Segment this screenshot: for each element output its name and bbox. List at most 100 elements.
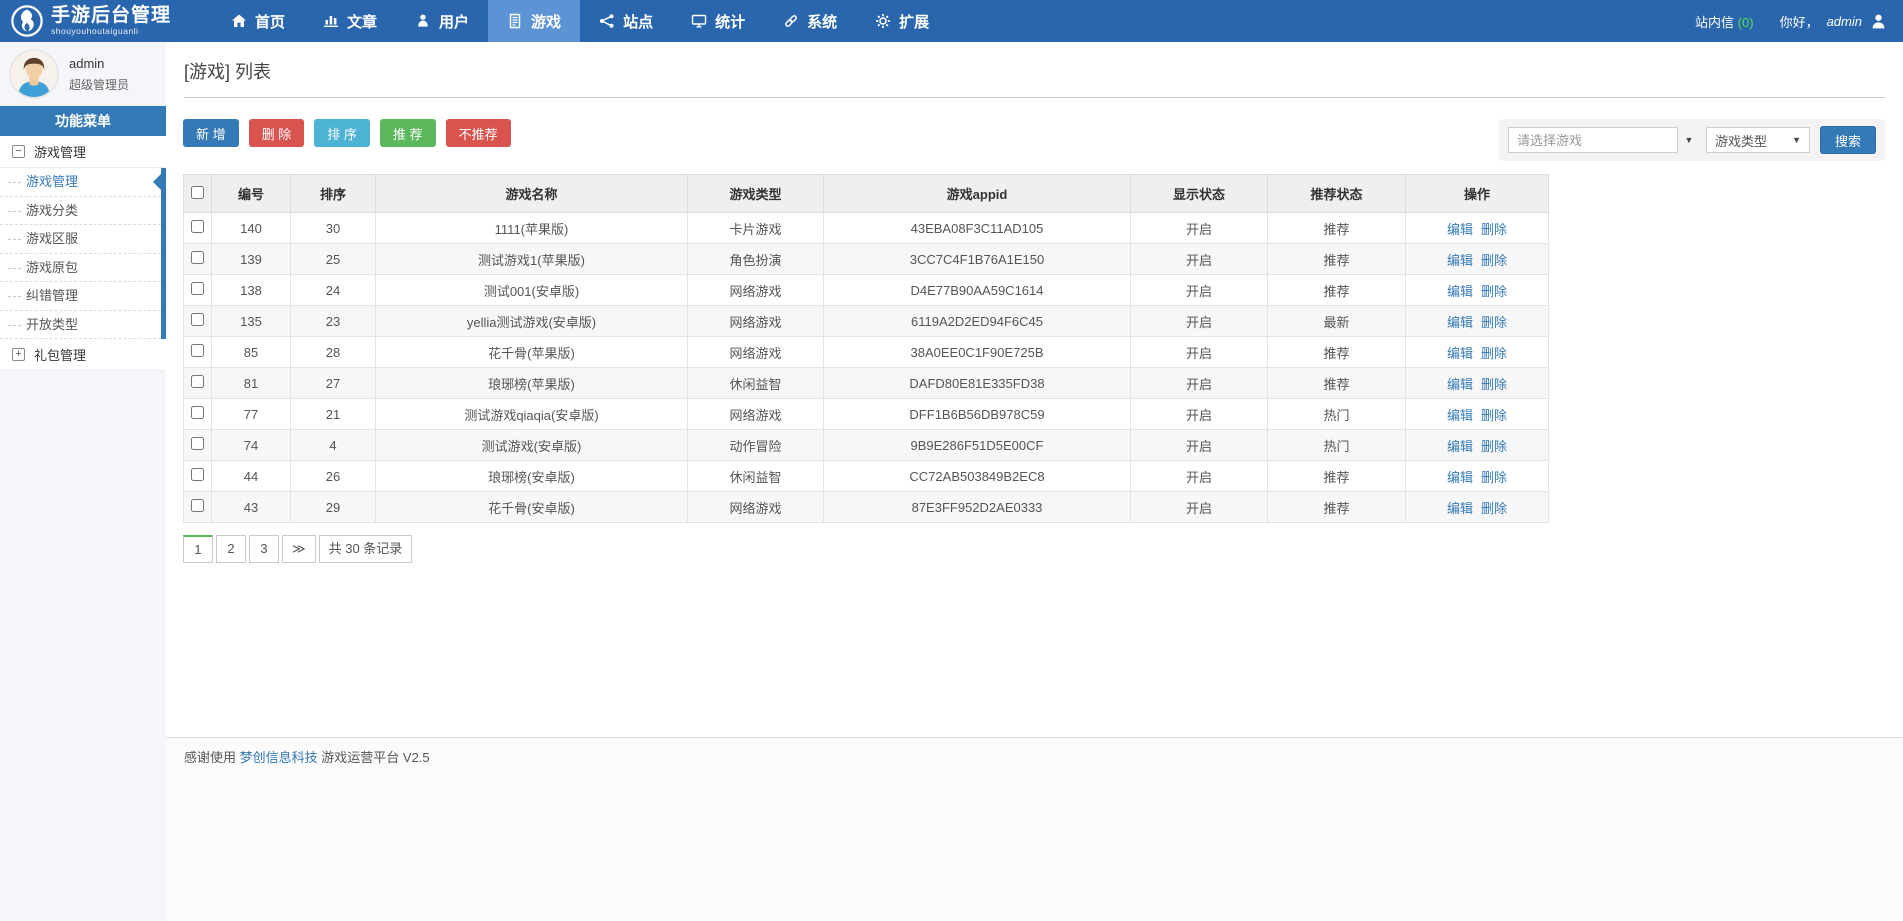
sidebar-item[interactable]: 游戏区服 <box>0 225 166 254</box>
row-checkbox-cell <box>184 306 212 337</box>
cell-name: 琅琊榜(安卓版) <box>376 461 688 492</box>
cell-id: 74 <box>212 430 291 461</box>
cell-id: 135 <box>212 306 291 337</box>
nav-item-home[interactable]: 首页 <box>212 0 304 42</box>
cell-type: 网络游戏 <box>688 337 824 368</box>
page-button[interactable]: 3 <box>249 535 279 563</box>
nav-item-games[interactable]: 游戏 <box>488 0 580 42</box>
edit-link[interactable]: 编辑 <box>1447 408 1473 423</box>
nav-item-extensions[interactable]: 扩展 <box>856 0 948 42</box>
sort-button[interactable]: 排 序 <box>314 119 370 147</box>
row-checkbox[interactable] <box>191 251 204 264</box>
collapse-icon[interactable]: − <box>12 145 25 158</box>
cell-type: 网络游戏 <box>688 275 824 306</box>
delete-link[interactable]: 删除 <box>1481 408 1507 423</box>
sidebar-item[interactable]: 游戏分类 <box>0 197 166 226</box>
page-button[interactable]: 2 <box>216 535 246 563</box>
toolbar-row: 新 增删 除排 序推 荐不推荐 ▼ 游戏类型 ▼ 搜索 <box>166 98 1903 161</box>
delete-link[interactable]: 删除 <box>1481 253 1507 268</box>
nav-item-label: 系统 <box>807 11 837 32</box>
table-row: 13824测试001(安卓版)网络游戏D4E77B90AA59C1614开启推荐… <box>184 275 1549 306</box>
cell-sort: 24 <box>291 275 376 306</box>
cell-sort: 29 <box>291 492 376 523</box>
delete-button[interactable]: 删 除 <box>249 119 305 147</box>
content: [游戏] 列表 新 增删 除排 序推 荐不推荐 ▼ 游戏类型 ▼ 搜索 编号排 <box>166 42 1903 921</box>
edit-link[interactable]: 编辑 <box>1447 284 1473 299</box>
nav-item-system[interactable]: 系统 <box>764 0 856 42</box>
row-checkbox[interactable] <box>191 375 204 388</box>
cell-appid: 3CC7C4F1B76A1E150 <box>824 244 1131 275</box>
cell-sort: 4 <box>291 430 376 461</box>
edit-link[interactable]: 编辑 <box>1447 501 1473 516</box>
row-checkbox[interactable] <box>191 313 204 326</box>
user-menu[interactable]: 你好， admin <box>1780 12 1887 31</box>
delete-link[interactable]: 删除 <box>1481 315 1507 330</box>
sidebar-item[interactable]: 游戏原包 <box>0 254 166 283</box>
sidebar-item[interactable]: 开放类型 <box>0 311 166 340</box>
cell-display_status: 开启 <box>1131 213 1268 244</box>
select-all-checkbox[interactable] <box>191 186 204 199</box>
delete-link[interactable]: 删除 <box>1481 439 1507 454</box>
row-checkbox[interactable] <box>191 499 204 512</box>
cell-sort: 21 <box>291 399 376 430</box>
edit-link[interactable]: 编辑 <box>1447 253 1473 268</box>
cell-appid: 38A0EE0C1F90E725B <box>824 337 1131 368</box>
add-button[interactable]: 新 增 <box>183 119 239 147</box>
delete-link[interactable]: 删除 <box>1481 470 1507 485</box>
expand-icon[interactable]: + <box>12 348 25 361</box>
cell-recommend_status: 热门 <box>1268 399 1406 430</box>
sidebar-group-0[interactable]: −游戏管理 <box>0 136 166 168</box>
game-select-input[interactable] <box>1508 127 1678 153</box>
cell-sort: 26 <box>291 461 376 492</box>
delete-link[interactable]: 删除 <box>1481 346 1507 361</box>
table-row: 140301111(苹果版)卡片游戏43EBA08F3C11AD105开启推荐编… <box>184 213 1549 244</box>
nav-item-sites[interactable]: 站点 <box>580 0 672 42</box>
sidebar-item[interactable]: 游戏管理 <box>0 168 166 197</box>
recommend-button[interactable]: 推 荐 <box>380 119 436 147</box>
edit-link[interactable]: 编辑 <box>1447 315 1473 330</box>
footer-company-link[interactable]: 梦创信息科技 <box>240 750 318 765</box>
page-button[interactable]: 1 <box>183 535 213 563</box>
row-checkbox[interactable] <box>191 437 204 450</box>
chevron-down-icon[interactable]: ▼ <box>1678 127 1700 153</box>
unrecommend-button[interactable]: 不推荐 <box>446 119 511 147</box>
row-checkbox[interactable] <box>191 344 204 357</box>
delete-link[interactable]: 删除 <box>1481 377 1507 392</box>
column-header: 游戏类型 <box>688 175 824 213</box>
cell-id: 139 <box>212 244 291 275</box>
sidebar-item[interactable]: 纠错管理 <box>0 282 166 311</box>
delete-link[interactable]: 删除 <box>1481 284 1507 299</box>
game-type-select[interactable]: 游戏类型 ▼ <box>1706 127 1810 153</box>
row-checkbox-cell <box>184 275 212 306</box>
edit-link[interactable]: 编辑 <box>1447 377 1473 392</box>
cell-ops: 编辑删除 <box>1406 461 1549 492</box>
messages-link[interactable]: 站内信 (0) <box>1695 12 1754 31</box>
nav-item-users[interactable]: 用户 <box>396 0 488 42</box>
cell-name: 花千骨(安卓版) <box>376 492 688 523</box>
column-header: 排序 <box>291 175 376 213</box>
search-button[interactable]: 搜索 <box>1820 126 1876 154</box>
row-checkbox[interactable] <box>191 406 204 419</box>
delete-link[interactable]: 删除 <box>1481 501 1507 516</box>
edit-link[interactable]: 编辑 <box>1447 439 1473 454</box>
edit-link[interactable]: 编辑 <box>1447 346 1473 361</box>
cell-ops: 编辑删除 <box>1406 399 1549 430</box>
edit-link[interactable]: 编辑 <box>1447 470 1473 485</box>
row-checkbox[interactable] <box>191 282 204 295</box>
edit-link[interactable]: 编辑 <box>1447 222 1473 237</box>
sidebar-group-1[interactable]: +礼包管理 <box>0 339 166 371</box>
nav-item-stats[interactable]: 统计 <box>672 0 764 42</box>
cell-name: 测试游戏(安卓版) <box>376 430 688 461</box>
table-row: 8127琅琊榜(苹果版)休闲益智DAFD80E81E335FD38开启推荐编辑删… <box>184 368 1549 399</box>
delete-link[interactable]: 删除 <box>1481 222 1507 237</box>
next-page-button[interactable]: ≫ <box>282 535 316 563</box>
row-checkbox[interactable] <box>191 468 204 481</box>
app-logo[interactable]: 手游后台管理 shouyouhoutaiguanli <box>0 0 200 42</box>
table-row: 744测试游戏(安卓版)动作冒险9B9E286F51D5E00CF开启热门编辑删… <box>184 430 1549 461</box>
cell-name: 测试游戏1(苹果版) <box>376 244 688 275</box>
row-checkbox[interactable] <box>191 220 204 233</box>
cell-name: yellia测试游戏(安卓版) <box>376 306 688 337</box>
nav-item-articles[interactable]: 文章 <box>304 0 396 42</box>
cell-appid: D4E77B90AA59C1614 <box>824 275 1131 306</box>
table-row: 4329花千骨(安卓版)网络游戏87E3FF952D2AE0333开启推荐编辑删… <box>184 492 1549 523</box>
